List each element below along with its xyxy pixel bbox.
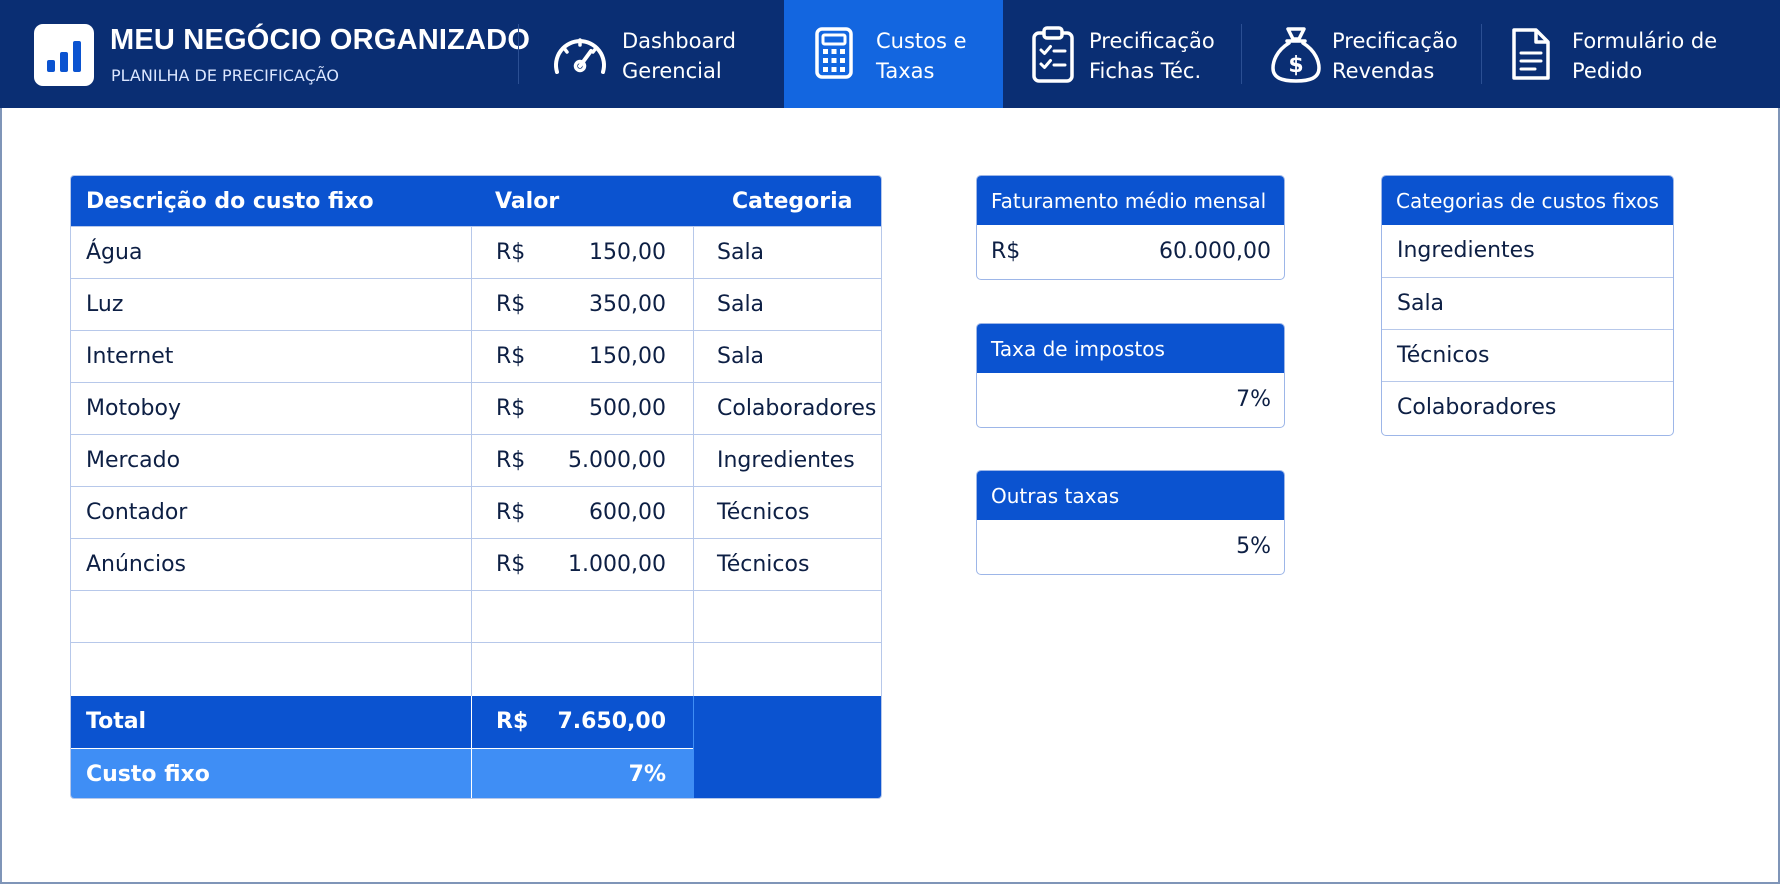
cell-value[interactable]: 150,00 (589, 344, 666, 369)
column-divider (693, 226, 694, 696)
cell-value[interactable]: 350,00 (589, 292, 666, 317)
cell-currency: R$ (496, 292, 525, 317)
header-description: Descrição do custo fixo (86, 189, 374, 214)
table-row[interactable]: Motoboy R$ 500,00 Colaboradores (71, 382, 882, 434)
cell-description[interactable]: Luz (86, 292, 123, 317)
list-item[interactable]: Técnicos (1382, 329, 1673, 381)
brand-subtitle: PLANILHA DE PRECIFICAÇÃO (111, 66, 339, 85)
table-row-empty[interactable] (71, 590, 882, 642)
cell-category[interactable]: Ingredientes (717, 448, 855, 473)
revenue-card: Faturamento médio mensal R$ 60.000,00 (976, 175, 1285, 280)
fixed-costs-table: Descrição do custo fixo Valor Categoria … (70, 175, 882, 799)
list-item[interactable]: Ingredientes (1382, 225, 1673, 277)
clipboard-checklist-icon (1031, 26, 1075, 84)
tax-rate-card: Taxa de impostos 7% (976, 323, 1285, 428)
cell-value[interactable]: 5.000,00 (568, 448, 666, 473)
cell-currency: R$ (496, 448, 525, 473)
table-row[interactable]: Anúncios R$ 1.000,00 Técnicos (71, 538, 882, 590)
revenue-field[interactable]: R$ 60.000,00 (977, 225, 1284, 279)
cell-description[interactable]: Anúncios (86, 552, 186, 577)
fixed-cost-row: Custo fixo 7% (71, 748, 693, 799)
nav-precificacao-fichas-tecnicas[interactable]: Precificação Fichas Téc. (1003, 0, 1241, 108)
cell-value[interactable]: 500,00 (589, 396, 666, 421)
total-label: Total (86, 709, 146, 734)
other-fees-field[interactable]: 5% (977, 520, 1284, 574)
other-fees-card: Outras taxas 5% (976, 470, 1285, 575)
bar-chart-icon (46, 36, 82, 74)
table-row[interactable]: Luz R$ 350,00 Sala (71, 278, 882, 330)
cell-category[interactable]: Técnicos (717, 552, 809, 577)
total-value: 7.650,00 (557, 709, 666, 734)
categories-label: Categorias de custos fixos (1382, 176, 1673, 225)
total-currency: R$ (496, 709, 528, 734)
fixed-cost-label: Custo fixo (86, 762, 210, 787)
document-icon (1510, 26, 1552, 82)
revenue-currency: R$ (991, 239, 1020, 264)
column-divider (471, 696, 472, 799)
revenue-label: Faturamento médio mensal (977, 176, 1284, 225)
list-item[interactable]: Colaboradores (1382, 381, 1673, 433)
nav-precificacao-revendas[interactable]: $ Precificação Revendas (1242, 0, 1480, 108)
other-fees-value[interactable]: 5% (1236, 534, 1271, 559)
money-bag-icon: $ (1270, 26, 1322, 84)
column-divider (693, 696, 694, 799)
tax-rate-field[interactable]: 7% (977, 373, 1284, 427)
nav-label: Precificação Revendas (1332, 26, 1458, 86)
cell-currency: R$ (496, 344, 525, 369)
nav-label: Custos e Taxas (876, 26, 967, 86)
cell-category[interactable]: Sala (717, 344, 764, 369)
cell-description[interactable]: Motoboy (86, 396, 181, 421)
svg-text:$: $ (1288, 53, 1303, 78)
nav-label: Dashboard Gerencial (622, 26, 736, 86)
header-category: Categoria (732, 189, 853, 214)
column-divider (471, 226, 472, 696)
nav-label: Formulário de Pedido (1572, 26, 1717, 86)
cell-description[interactable]: Internet (86, 344, 173, 369)
tax-rate-value[interactable]: 7% (1236, 387, 1271, 412)
top-header: MEU NEGÓCIO ORGANIZADO PLANILHA DE PRECI… (0, 0, 1780, 108)
cell-category[interactable]: Técnicos (717, 500, 809, 525)
cell-currency: R$ (496, 396, 525, 421)
cell-currency: R$ (496, 500, 525, 525)
cell-category[interactable]: Sala (717, 292, 764, 317)
cell-value[interactable]: 600,00 (589, 500, 666, 525)
nav-formulario-de-pedido[interactable]: Formulário de Pedido (1482, 0, 1778, 108)
nav-custos-e-taxas[interactable]: Custos e Taxas (784, 0, 1003, 108)
cell-currency: R$ (496, 240, 525, 265)
table-row[interactable]: Mercado R$ 5.000,00 Ingredientes (71, 434, 882, 486)
category-summary-block (693, 696, 882, 799)
nav-label: Precificação Fichas Téc. (1089, 26, 1215, 86)
cell-value[interactable]: 150,00 (589, 240, 666, 265)
tax-rate-label: Taxa de impostos (977, 324, 1284, 373)
table-row[interactable]: Contador R$ 600,00 Técnicos (71, 486, 882, 538)
cell-category[interactable]: Colaboradores (717, 396, 876, 421)
cell-currency: R$ (496, 552, 525, 577)
revenue-value[interactable]: 60.000,00 (1159, 239, 1271, 264)
calculator-icon (814, 26, 854, 80)
list-item[interactable]: Sala (1382, 277, 1673, 329)
table-row[interactable]: Água R$ 150,00 Sala (71, 226, 882, 278)
cell-description[interactable]: Mercado (86, 448, 180, 473)
cell-description[interactable]: Água (86, 240, 142, 265)
brand-title: MEU NEGÓCIO ORGANIZADO (110, 24, 530, 57)
speedometer-icon (550, 26, 610, 80)
header-value: Valor (495, 189, 559, 214)
nav-dashboard-gerencial[interactable]: Dashboard Gerencial (520, 0, 782, 108)
app-logo (34, 24, 94, 86)
cell-description[interactable]: Contador (86, 500, 187, 525)
cell-category[interactable]: Sala (717, 240, 764, 265)
fixed-cost-categories-card: Categorias de custos fixos Ingredientes … (1381, 175, 1674, 436)
cell-value[interactable]: 1.000,00 (568, 552, 666, 577)
table-row-empty[interactable] (71, 642, 882, 696)
nav-separator (518, 24, 519, 84)
fixed-cost-value: 7% (629, 762, 666, 787)
other-fees-label: Outras taxas (977, 471, 1284, 520)
table-row[interactable]: Internet R$ 150,00 Sala (71, 330, 882, 382)
table-header: Descrição do custo fixo Valor Categoria (71, 176, 882, 226)
